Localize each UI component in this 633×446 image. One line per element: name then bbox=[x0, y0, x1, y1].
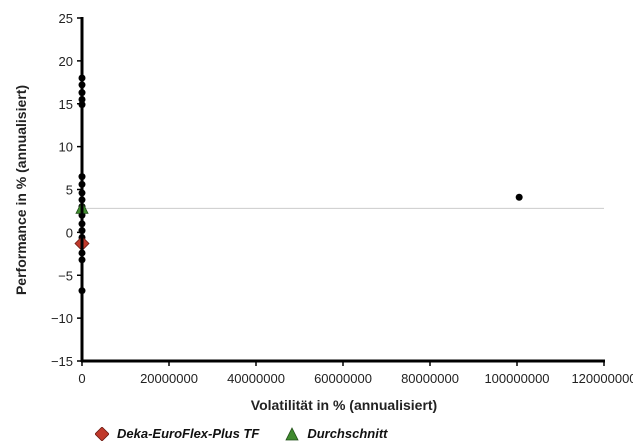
x-tick-label: 80000000 bbox=[401, 371, 459, 386]
x-tick-label: 20000000 bbox=[140, 371, 198, 386]
legend-label-average: Durchschnitt bbox=[307, 426, 388, 441]
data-point bbox=[515, 193, 523, 201]
y-tick-label: 25 bbox=[59, 11, 73, 26]
y-tick-label: 0 bbox=[66, 225, 73, 240]
x-tick-label: 100000000 bbox=[484, 371, 549, 386]
y-tick-label: −10 bbox=[51, 311, 73, 326]
y-tick-label: 20 bbox=[59, 54, 73, 69]
y-axis-title: Performance in % (annualisiert) bbox=[13, 85, 29, 295]
diamond-icon bbox=[95, 426, 109, 441]
x-tick-label: 0 bbox=[78, 371, 85, 386]
legend-label-fund: Deka-EuroFlex-Plus TF bbox=[117, 426, 260, 441]
legend: Deka-EuroFlex-Plus TF Durchschnitt bbox=[95, 426, 413, 441]
triangle-icon bbox=[285, 426, 299, 440]
ticks-layer: −15 −10 −5 0 5 10 15 20 25 0 20000000 40000000 60000… bbox=[51, 11, 633, 386]
x-tick-label: 40000000 bbox=[227, 371, 285, 386]
points-layer bbox=[74, 74, 523, 295]
y-tick-label: −15 bbox=[51, 354, 73, 369]
x-tick-label: 60000000 bbox=[314, 371, 372, 386]
legend-item-average: Durchschnitt bbox=[285, 426, 387, 441]
y-tick-label: −5 bbox=[58, 268, 73, 283]
legend-item-fund: Deka-EuroFlex-Plus TF bbox=[95, 426, 259, 441]
y-tick-label: 5 bbox=[66, 183, 73, 198]
x-tick-label: 120000000 bbox=[571, 371, 633, 386]
y-tick-label: 10 bbox=[59, 140, 73, 155]
x-axis-title: Volatilität in % (annualisiert) bbox=[251, 397, 437, 413]
y-tick-label: 15 bbox=[59, 97, 73, 112]
